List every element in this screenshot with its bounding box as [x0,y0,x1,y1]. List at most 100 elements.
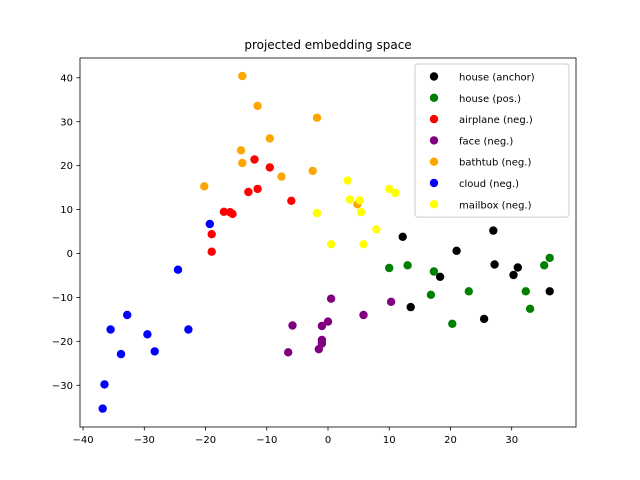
legend-marker-6 [429,200,439,209]
axes: −40 −30 −20 −10 0 10 20 30 −30 −20 −10 0 10 20 30 40 [52,57,577,446]
legend-marker-4 [429,157,439,166]
point-series-0-9 [479,314,489,324]
point-series-4-3 [236,146,246,155]
point-series-0-8 [406,302,415,312]
point-series-2-2 [219,207,229,216]
legend-label-1: house (pos.) [459,94,521,105]
point-series-1-5 [448,319,457,328]
point-series-2-1 [207,247,216,256]
point-series-4-2 [265,134,274,143]
point-series-6-7 [372,225,381,234]
y-tick-label-3: 0 [67,249,73,260]
point-series-5-2 [184,325,193,334]
point-series-3-4 [317,335,327,345]
point-series-0-4 [490,260,499,269]
point-series-1-1 [403,261,412,270]
point-series-2-8 [265,163,274,172]
point-series-0-5 [509,270,518,280]
point-series-3-5 [317,321,327,331]
x-tick-label-0: −40 [73,435,94,446]
point-series-6-8 [385,184,394,194]
point-series-4-4 [238,158,247,168]
legend-label-2: airplane (neg.) [459,115,533,126]
y-tick-label-2: −10 [52,293,73,304]
y-tick-label-4: 10 [60,205,73,216]
point-series-2-7 [250,155,259,164]
y-tick-label-7: 40 [60,73,73,84]
point-series-5-7 [106,325,115,334]
point-series-5-9 [98,404,107,413]
legend-marker-0 [429,72,439,81]
point-series-6-2 [355,196,364,205]
x-tick-label-3: −10 [256,435,277,446]
point-series-3-7 [326,294,336,303]
point-series-2-9 [287,196,296,205]
x-tick-label-7: 30 [505,435,518,446]
point-series-1-6 [521,287,530,296]
x-tick-label-5: 10 [383,435,396,446]
point-series-0-0 [398,232,407,241]
chart-title: projected embedding space [244,38,411,52]
point-series-6-0 [343,176,352,185]
point-series-1-9 [545,253,554,263]
legend-label-4: bathtub (neg.) [459,158,531,169]
legend-marker-5 [429,178,439,188]
point-series-4-7 [308,166,317,176]
data-points [98,71,554,413]
point-series-5-4 [143,330,152,339]
x-tick-label-1: −30 [134,435,155,446]
legend-label-3: face (neg.) [459,136,513,147]
point-series-4-8 [312,113,322,122]
point-series-6-1 [345,195,355,204]
y-tick-label-5: 20 [60,161,73,172]
point-series-1-8 [540,261,549,270]
point-series-2-5 [244,187,253,197]
point-series-5-5 [123,310,132,320]
point-series-2-4 [228,209,237,219]
x-tick-label-6: 20 [444,435,457,446]
point-series-0-6 [513,263,522,272]
point-series-6-9 [391,188,400,198]
point-series-1-0 [385,263,394,273]
x-tick-label-4: 0 [325,435,331,446]
point-series-0-3 [489,226,498,235]
point-series-4-6 [277,172,286,181]
y-tick-label-1: −20 [52,337,73,348]
y-tick-label-6: 30 [60,117,73,128]
legend-marker-1 [429,93,439,103]
legend-marker-2 [429,114,439,124]
point-series-6-5 [326,240,336,249]
point-series-5-8 [100,380,109,389]
point-series-5-1 [173,265,183,274]
point-series-5-0 [205,219,214,229]
point-series-3-9 [386,297,396,306]
point-series-1-7 [525,304,535,313]
point-series-3-8 [359,310,368,320]
y-tick-label-0: −30 [52,381,73,392]
legend: house (anchor) house (pos.) airplane (neg.… [414,63,570,218]
point-series-0-1 [435,272,445,281]
point-series-4-0 [238,71,247,81]
legend-label-6: mailbox (neg.) [459,200,532,211]
legend-box [414,63,570,218]
point-series-1-2 [429,267,439,276]
x-tick-label-2: −20 [195,435,216,446]
legend-marker-3 [429,136,439,145]
point-series-0-2 [452,246,461,255]
point-series-6-3 [356,208,366,217]
point-series-5-6 [116,349,126,359]
point-series-5-3 [150,347,159,356]
point-series-6-4 [312,208,322,218]
point-series-3-1 [288,321,297,330]
point-series-0-7 [545,287,554,296]
point-series-3-0 [284,348,293,357]
point-series-4-5 [200,182,209,191]
legend-label-0: house (anchor) [459,73,535,84]
point-series-4-1 [253,101,262,111]
legend-label-5: cloud (neg.) [459,179,519,190]
point-series-3-6 [323,317,333,326]
point-series-1-4 [464,287,473,296]
point-series-2-6 [253,184,262,194]
point-series-2-0 [207,230,216,239]
